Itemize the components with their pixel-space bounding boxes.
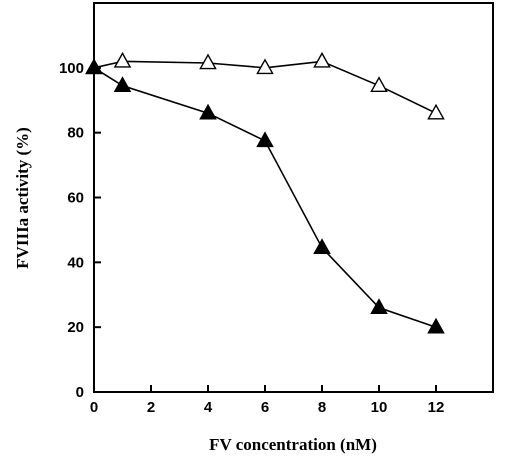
series-layer — [85, 51, 445, 334]
x-tick-label: 4 — [204, 399, 213, 416]
series-2-point — [256, 131, 274, 148]
y-tick-label: 20 — [67, 319, 84, 336]
series-1-point — [113, 51, 132, 68]
y-axis-ticks: 0 20 40 60 80 100 — [59, 60, 101, 401]
series-2-point — [427, 317, 445, 334]
series-1-point — [370, 76, 388, 92]
y-tick-label: 0 — [76, 384, 84, 401]
series-1-point — [313, 51, 331, 68]
y-tick-label: 100 — [59, 60, 84, 77]
x-axis-ticks: 0 2 4 6 8 10 12 — [90, 385, 445, 416]
y-tick-label: 40 — [67, 254, 84, 271]
series-2-point — [85, 58, 103, 75]
x-tick-label: 8 — [318, 399, 326, 416]
x-tick-label: 2 — [147, 399, 155, 416]
series-1-point — [427, 103, 445, 120]
series-2-point — [313, 238, 331, 255]
x-tick-label: 12 — [428, 399, 445, 416]
series-1-point — [199, 53, 217, 70]
series-2-line — [93, 67, 437, 328]
series-2-point — [113, 76, 132, 92]
x-tick-label: 6 — [261, 399, 269, 416]
x-axis-title: FV concentration (nM) — [209, 435, 377, 454]
series-1-point — [256, 58, 274, 75]
y-tick-label: 60 — [67, 190, 84, 207]
series-2-point — [370, 298, 388, 315]
series-2-point — [199, 103, 217, 120]
x-tick-label: 0 — [90, 399, 98, 416]
x-tick-label: 10 — [371, 399, 388, 416]
y-tick-label: 80 — [67, 125, 84, 142]
y-axis-title: FVIIIa activity (%) — [13, 127, 32, 269]
